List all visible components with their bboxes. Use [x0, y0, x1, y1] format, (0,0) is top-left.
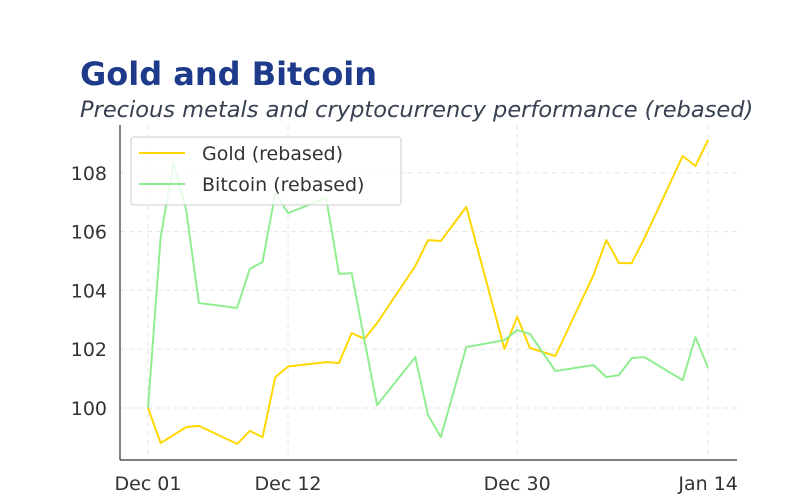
x-tick-label: Dec 01: [115, 473, 182, 495]
legend-gold-label: Gold (rebased): [202, 143, 343, 165]
chart-subtitle: Precious metals and cryptocurrency perfo…: [80, 97, 754, 123]
y-tick-label: 106: [71, 222, 107, 244]
data-series: [147, 139, 710, 445]
y-tick-label: 108: [71, 163, 107, 185]
x-tick-label: Dec 12: [255, 473, 322, 495]
legend-bitcoin-label: Bitcoin (rebased): [202, 174, 364, 196]
y-tick-label: 104: [71, 280, 107, 302]
y-tick-label: 102: [71, 339, 107, 361]
y-tick-label: 100: [71, 398, 107, 420]
chart-title: Gold and Bitcoin: [80, 55, 378, 93]
legend-box: [130, 136, 402, 206]
x-tick-label: Jan 14: [677, 473, 738, 495]
bitcoin-line: [147, 162, 710, 439]
gold-line: [147, 139, 709, 445]
x-tick-label: Dec 30: [484, 473, 551, 495]
y-axis-ticks: 100 102 104 106 108: [71, 163, 107, 420]
legend: Gold (rebased) Bitcoin (rebased): [130, 136, 402, 206]
x-axis-ticks: Dec 01 Dec 12 Dec 30 Jan 14: [115, 473, 738, 495]
